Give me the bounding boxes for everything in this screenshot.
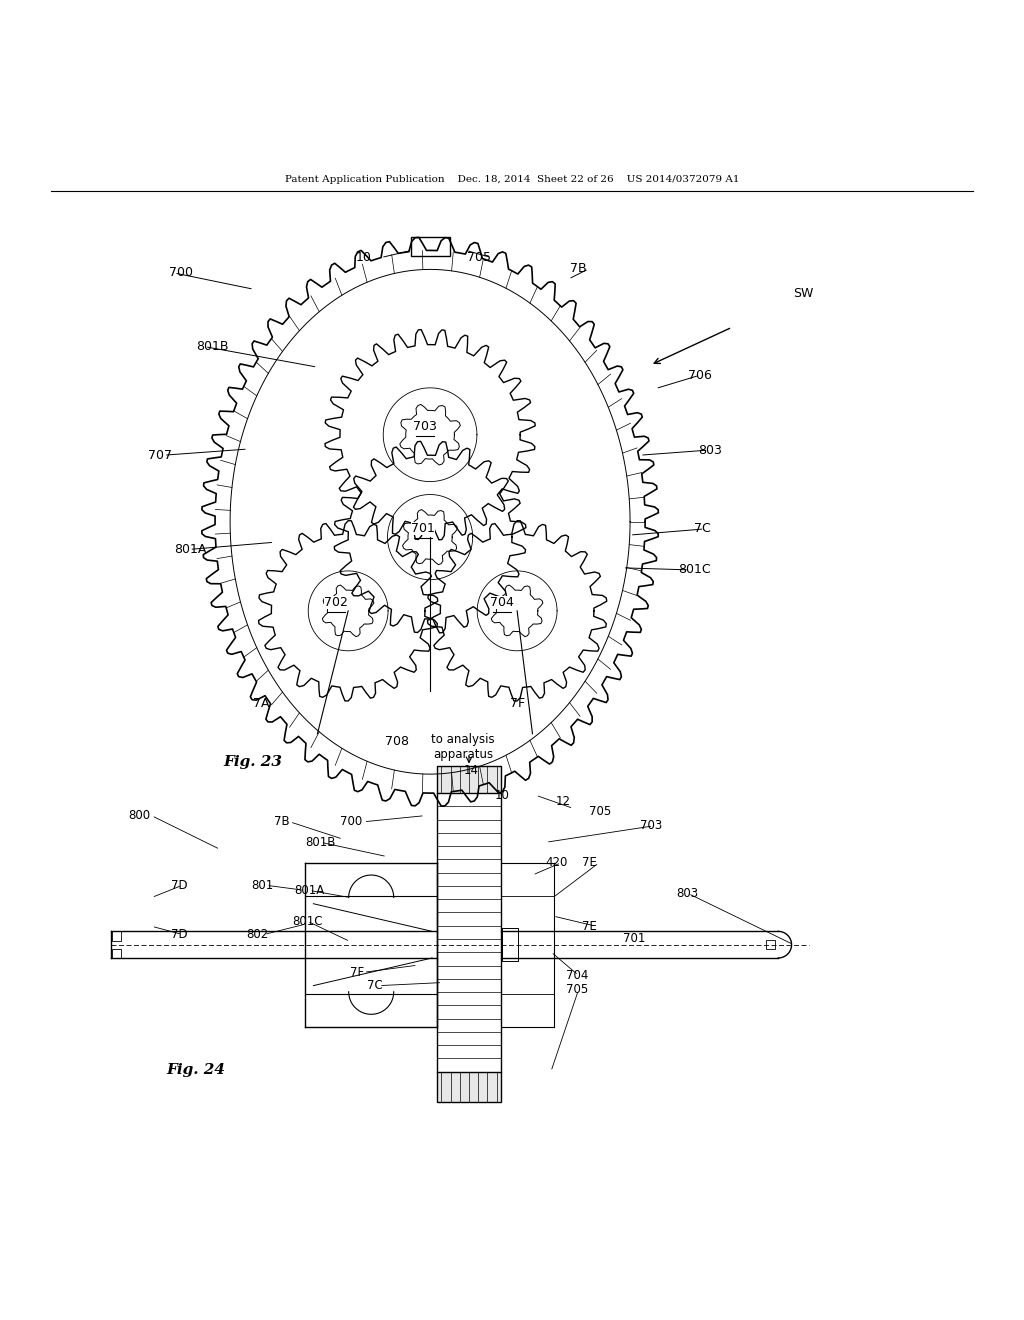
Text: 801B: 801B [197, 341, 229, 354]
Text: 420: 420 [546, 857, 568, 870]
Text: 705: 705 [589, 805, 611, 818]
Text: 7D: 7D [171, 928, 187, 941]
Text: 705: 705 [566, 983, 589, 997]
Text: 7F: 7F [350, 966, 365, 979]
Text: 7A: 7A [253, 697, 269, 710]
Bar [112, 932, 121, 941]
Text: 802: 802 [246, 928, 268, 941]
Text: 703: 703 [413, 420, 437, 433]
Text: 10: 10 [495, 788, 509, 801]
Text: 801A: 801A [294, 884, 325, 896]
Text: 7C: 7C [694, 523, 711, 536]
Text: 803: 803 [698, 444, 722, 457]
Text: Patent Application Publication    Dec. 18, 2014  Sheet 22 of 26    US 2014/03720: Patent Application Publication Dec. 18, … [285, 174, 739, 183]
Text: 7C: 7C [367, 979, 382, 993]
Text: 700: 700 [340, 816, 362, 828]
Bar [437, 767, 501, 793]
Text: 10: 10 [355, 251, 372, 264]
Text: 801C: 801C [678, 564, 711, 577]
Bar [112, 949, 121, 958]
Text: 702: 702 [324, 597, 348, 609]
Text: 7E: 7E [582, 920, 597, 933]
Text: 7F: 7F [510, 697, 524, 710]
Bar [411, 238, 450, 256]
Text: Fig. 24: Fig. 24 [166, 1063, 225, 1077]
Text: 801C: 801C [292, 915, 323, 928]
Text: 704: 704 [566, 969, 589, 982]
Text: 7E: 7E [582, 857, 597, 870]
Text: 801: 801 [251, 879, 273, 892]
Text: 800: 800 [128, 809, 151, 822]
Text: 14: 14 [464, 764, 478, 777]
Text: 7B: 7B [274, 816, 290, 828]
Text: 7D: 7D [171, 879, 187, 892]
Text: 703: 703 [640, 820, 663, 833]
Text: 707: 707 [148, 449, 172, 462]
Text: to analysis
apparatus: to analysis apparatus [431, 733, 495, 762]
Text: 7B: 7B [570, 263, 587, 276]
Text: 704: 704 [489, 597, 514, 609]
Text: 701: 701 [411, 523, 435, 536]
Text: 708: 708 [385, 735, 410, 748]
Bar [502, 928, 518, 961]
Bar [437, 1072, 501, 1102]
Bar [766, 940, 775, 949]
Text: 801A: 801A [174, 543, 207, 556]
Text: 706: 706 [688, 368, 712, 381]
Text: SW: SW [794, 286, 814, 300]
Text: 701: 701 [623, 932, 645, 945]
Text: Fig. 23: Fig. 23 [223, 755, 283, 770]
Text: 801B: 801B [305, 836, 336, 849]
Text: 12: 12 [556, 795, 571, 808]
Text: 803: 803 [676, 887, 698, 900]
Text: 705: 705 [467, 251, 492, 264]
Text: 700: 700 [169, 267, 193, 280]
